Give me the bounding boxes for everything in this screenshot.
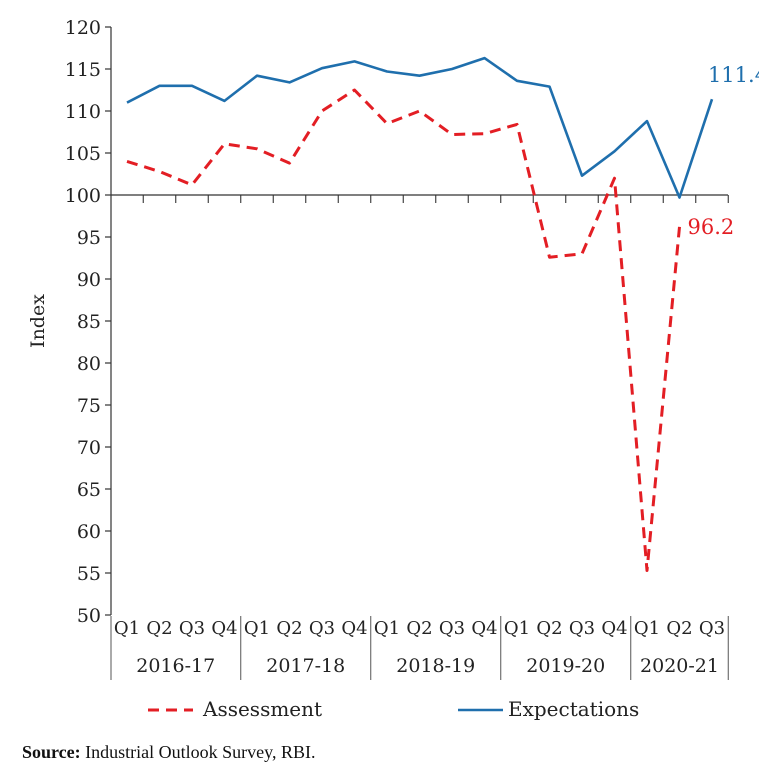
- x-tick-label: Q2: [536, 618, 562, 639]
- y-tick-label: 120: [65, 17, 101, 39]
- x-group-label: 2020-21: [640, 655, 719, 677]
- legend: Assessment Expectations: [148, 697, 639, 721]
- x-tick-label: Q3: [699, 618, 725, 639]
- y-tick-label: 115: [65, 59, 101, 81]
- y-axis-title: Index: [27, 294, 49, 348]
- end-label-assessment: 96.2: [688, 215, 735, 239]
- axes-layer: 50 55 60 65 70 75 80 85 90 95 100 105 110 115 120 Index…: [27, 17, 729, 680]
- x-tick-label: Q1: [244, 618, 270, 639]
- y-tick-label: 65: [77, 479, 101, 501]
- x-tick-label: Q1: [504, 618, 530, 639]
- y-tick-label: 90: [77, 269, 101, 291]
- end-label-expectations: 111.4: [708, 63, 759, 87]
- x-tick-label: Q3: [179, 618, 205, 639]
- x-tick-label: Q1: [114, 618, 140, 639]
- x-group-label: 2019-20: [526, 655, 605, 677]
- series-line-assessment: [126, 88, 681, 572]
- y-tick-label: 95: [77, 227, 101, 249]
- y-tick-label: 105: [65, 143, 101, 165]
- x-tick-label: Q2: [276, 618, 302, 639]
- source-label: Source:: [22, 742, 81, 762]
- x-tick-label: Q3: [439, 618, 465, 639]
- x-tick-label: Q2: [666, 618, 692, 639]
- series-layer: [126, 56, 714, 572]
- x-group-label: 2016-17: [136, 655, 215, 677]
- label-layer: 96.2 111.4: [688, 63, 759, 239]
- y-tick-label: 80: [77, 353, 101, 375]
- source-note: Source: Industrial Outlook Survey, RBI.: [22, 742, 316, 763]
- x-tick-label: Q3: [309, 618, 335, 639]
- y-tick-label: 60: [77, 521, 101, 543]
- x-tick-label: Q1: [634, 618, 660, 639]
- x-group-label: 2017-18: [266, 655, 345, 677]
- x-tick-label: Q1: [374, 618, 400, 639]
- y-tick-label: 70: [77, 437, 101, 459]
- x-tick-label: Q2: [406, 618, 432, 639]
- x-tick-label: Q3: [569, 618, 595, 639]
- y-tick-label: 50: [77, 605, 101, 627]
- y-tick-label: 100: [65, 185, 101, 207]
- legend-label-expectations: Expectations: [508, 697, 639, 721]
- series-line-expectations: [126, 56, 714, 199]
- line-chart: 50 55 60 65 70 75 80 85 90 95 100 105 110 115 120 Index…: [27, 17, 759, 721]
- x-group-label: 2018-19: [396, 655, 475, 677]
- x-tick-label: Q4: [211, 618, 237, 639]
- x-tick-label: Q4: [601, 618, 627, 639]
- x-tick-label: Q4: [341, 618, 367, 639]
- legend-label-assessment: Assessment: [202, 697, 322, 721]
- y-tick-label: 75: [77, 395, 101, 417]
- x-tick-label: Q2: [146, 618, 172, 639]
- x-tick-label: Q4: [471, 618, 497, 639]
- y-tick-label: 55: [77, 563, 101, 585]
- source-text: Industrial Outlook Survey, RBI.: [85, 742, 316, 762]
- y-tick-label: 110: [65, 101, 101, 123]
- y-tick-label: 85: [77, 311, 101, 333]
